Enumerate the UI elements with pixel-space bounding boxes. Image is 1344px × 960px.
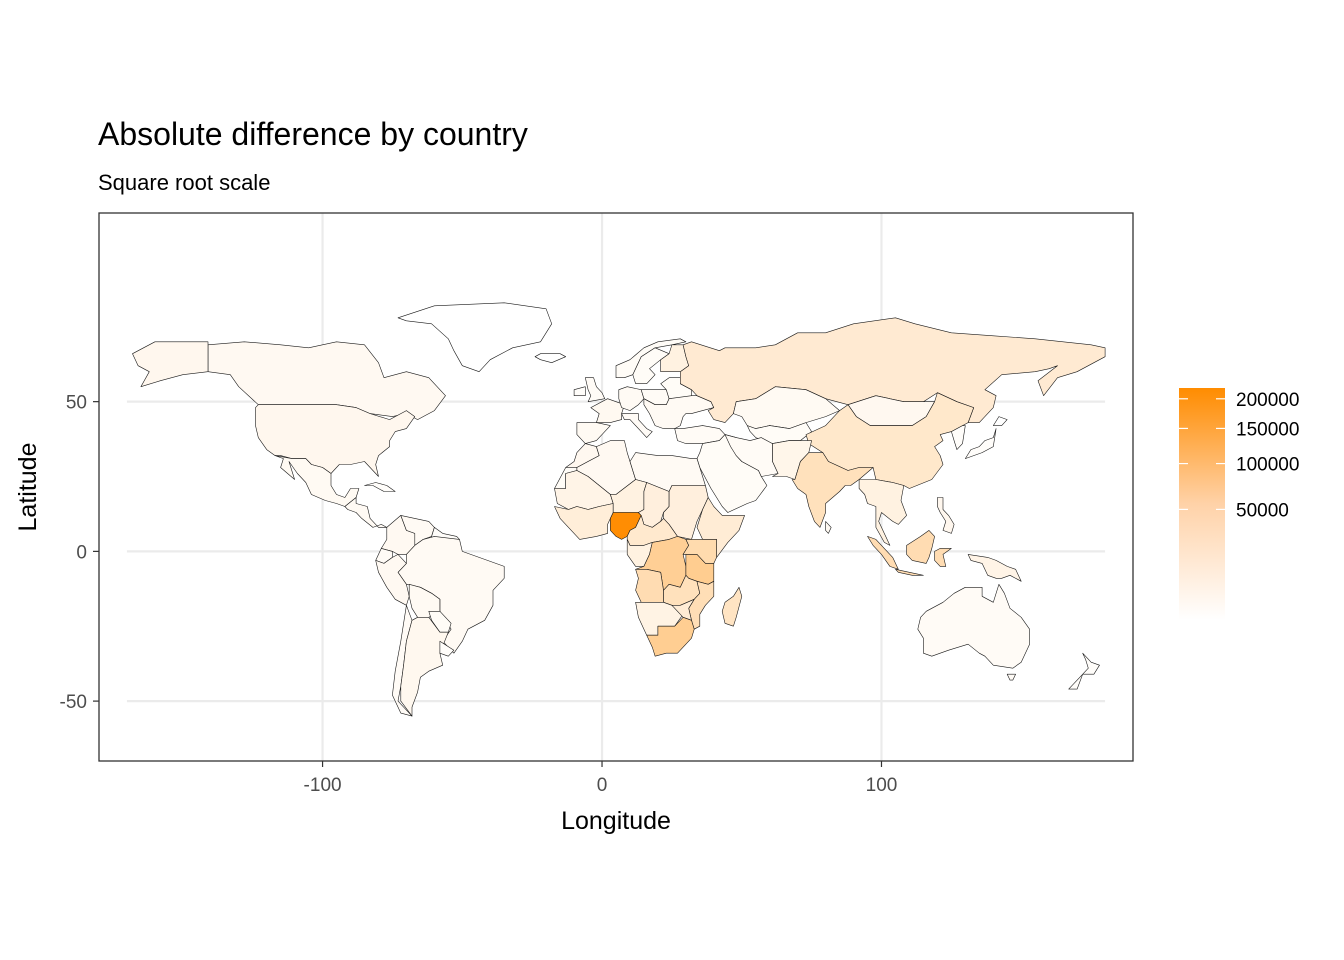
country-uruguay: [439, 640, 455, 657]
legend-break-label: 50000: [1236, 500, 1289, 521]
country-spain: [576, 422, 611, 444]
country-india: [791, 452, 874, 528]
country-namibia-botswana: [635, 602, 684, 636]
legend-break-label: 200000: [1236, 390, 1299, 411]
country-chad: [638, 482, 670, 528]
country-tasmania: [1006, 673, 1016, 681]
y-tick-label: 50: [66, 393, 87, 414]
legend-breaks: 200000 150000 100000 50000: [1179, 390, 1299, 521]
country-sumatra: [867, 536, 899, 570]
country-italy: [621, 413, 653, 438]
plot-border: [98, 212, 1134, 762]
country-mainland-se-asia: [858, 479, 907, 546]
x-tick-label: -100: [304, 775, 342, 796]
x-tick-label: 100: [866, 775, 898, 796]
x-tick-label: 0: [597, 775, 608, 796]
country-canada: [207, 341, 446, 420]
country-australia: [917, 584, 1030, 669]
country-ireland: [573, 386, 586, 396]
country-argentina: [400, 617, 449, 717]
map-title: Absolute difference by country: [98, 116, 528, 152]
country-ethiopia-horn: [696, 497, 745, 558]
legend-break-label: 150000: [1236, 419, 1299, 440]
y-tick-label: -50: [60, 692, 87, 713]
country-angola: [635, 569, 664, 603]
country-new-guinea: [967, 554, 1022, 582]
country-philippines: [937, 497, 955, 534]
country-java: [895, 569, 924, 576]
x-axis-ticks: -100 0 100: [304, 761, 898, 796]
country-new-zealand: [1068, 652, 1100, 690]
country-france: [590, 398, 625, 423]
country-west-africa: [554, 503, 614, 540]
country-korea: [951, 425, 966, 450]
country-cuba: [364, 482, 396, 492]
country-central-asia: [747, 422, 812, 444]
country-alaska: [132, 341, 209, 387]
country-united-kingdom: [585, 377, 606, 402]
color-legend: 200000 150000 100000 50000: [1179, 388, 1299, 620]
y-axis-title: Latitude: [14, 443, 42, 532]
country-venezuela: [400, 515, 435, 546]
y-axis-ticks: -50 0 50: [60, 393, 99, 713]
y-tick-label: 0: [76, 542, 87, 563]
country-borneo: [906, 530, 935, 564]
legend-break-label: 100000: [1236, 455, 1299, 476]
country-sulawesi: [934, 548, 952, 567]
map-subtitle: Square root scale: [98, 170, 271, 195]
country-japan: [965, 428, 997, 459]
country-greenland: [397, 302, 552, 372]
country-sri-lanka: [825, 521, 832, 534]
x-axis-title: Longitude: [561, 807, 671, 835]
country-hokkaido: [993, 416, 1008, 426]
country-iceland: [534, 353, 566, 363]
legend-colorbar: [1179, 388, 1225, 620]
country-peru: [375, 554, 410, 606]
country-shapes: [132, 302, 1106, 717]
country-madagascar: [721, 587, 743, 627]
country-south-africa: [646, 617, 695, 657]
